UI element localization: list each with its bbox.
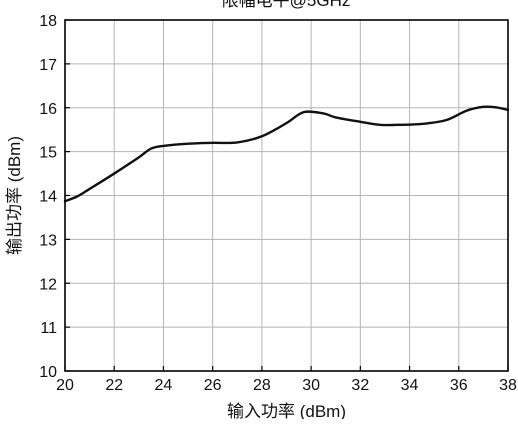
- y-tick-label: 13: [39, 232, 57, 249]
- x-tick-label: 36: [450, 377, 468, 394]
- series-line: [63, 105, 510, 203]
- grid: [64, 19, 509, 372]
- y-tick-label: 16: [39, 101, 57, 118]
- x-tick-label: 38: [499, 377, 517, 394]
- y-tick-label: 14: [39, 189, 57, 206]
- x-tick-label: 30: [302, 377, 320, 394]
- ticks: 20 22 24 26 28 30 32 34 36 38 10 11 12 13 14 15 16 17 18: [39, 13, 517, 394]
- y-tick-label: 12: [39, 276, 57, 293]
- y-tick-label: 10: [39, 364, 57, 381]
- x-tick-label: 26: [204, 377, 222, 394]
- series-layer: [63, 105, 510, 203]
- y-tick-label: 11: [40, 320, 57, 337]
- y-axis-title: 输出功率 (dBm): [5, 136, 24, 255]
- y-tick-label: 17: [39, 57, 57, 74]
- x-tick-label: 34: [401, 377, 419, 394]
- x-tick-label: 32: [351, 377, 369, 394]
- x-tick-label: 24: [155, 377, 173, 394]
- y-tick-label: 18: [39, 13, 57, 30]
- chart-title: 限幅电平@5GHz: [222, 0, 351, 10]
- x-tick-label: 28: [253, 377, 271, 394]
- x-axis-title: 输入功率 (dBm): [227, 402, 346, 419]
- x-tick-label: 22: [105, 377, 123, 394]
- y-tick-label: 15: [39, 145, 57, 162]
- x-tick-label: 20: [56, 377, 74, 394]
